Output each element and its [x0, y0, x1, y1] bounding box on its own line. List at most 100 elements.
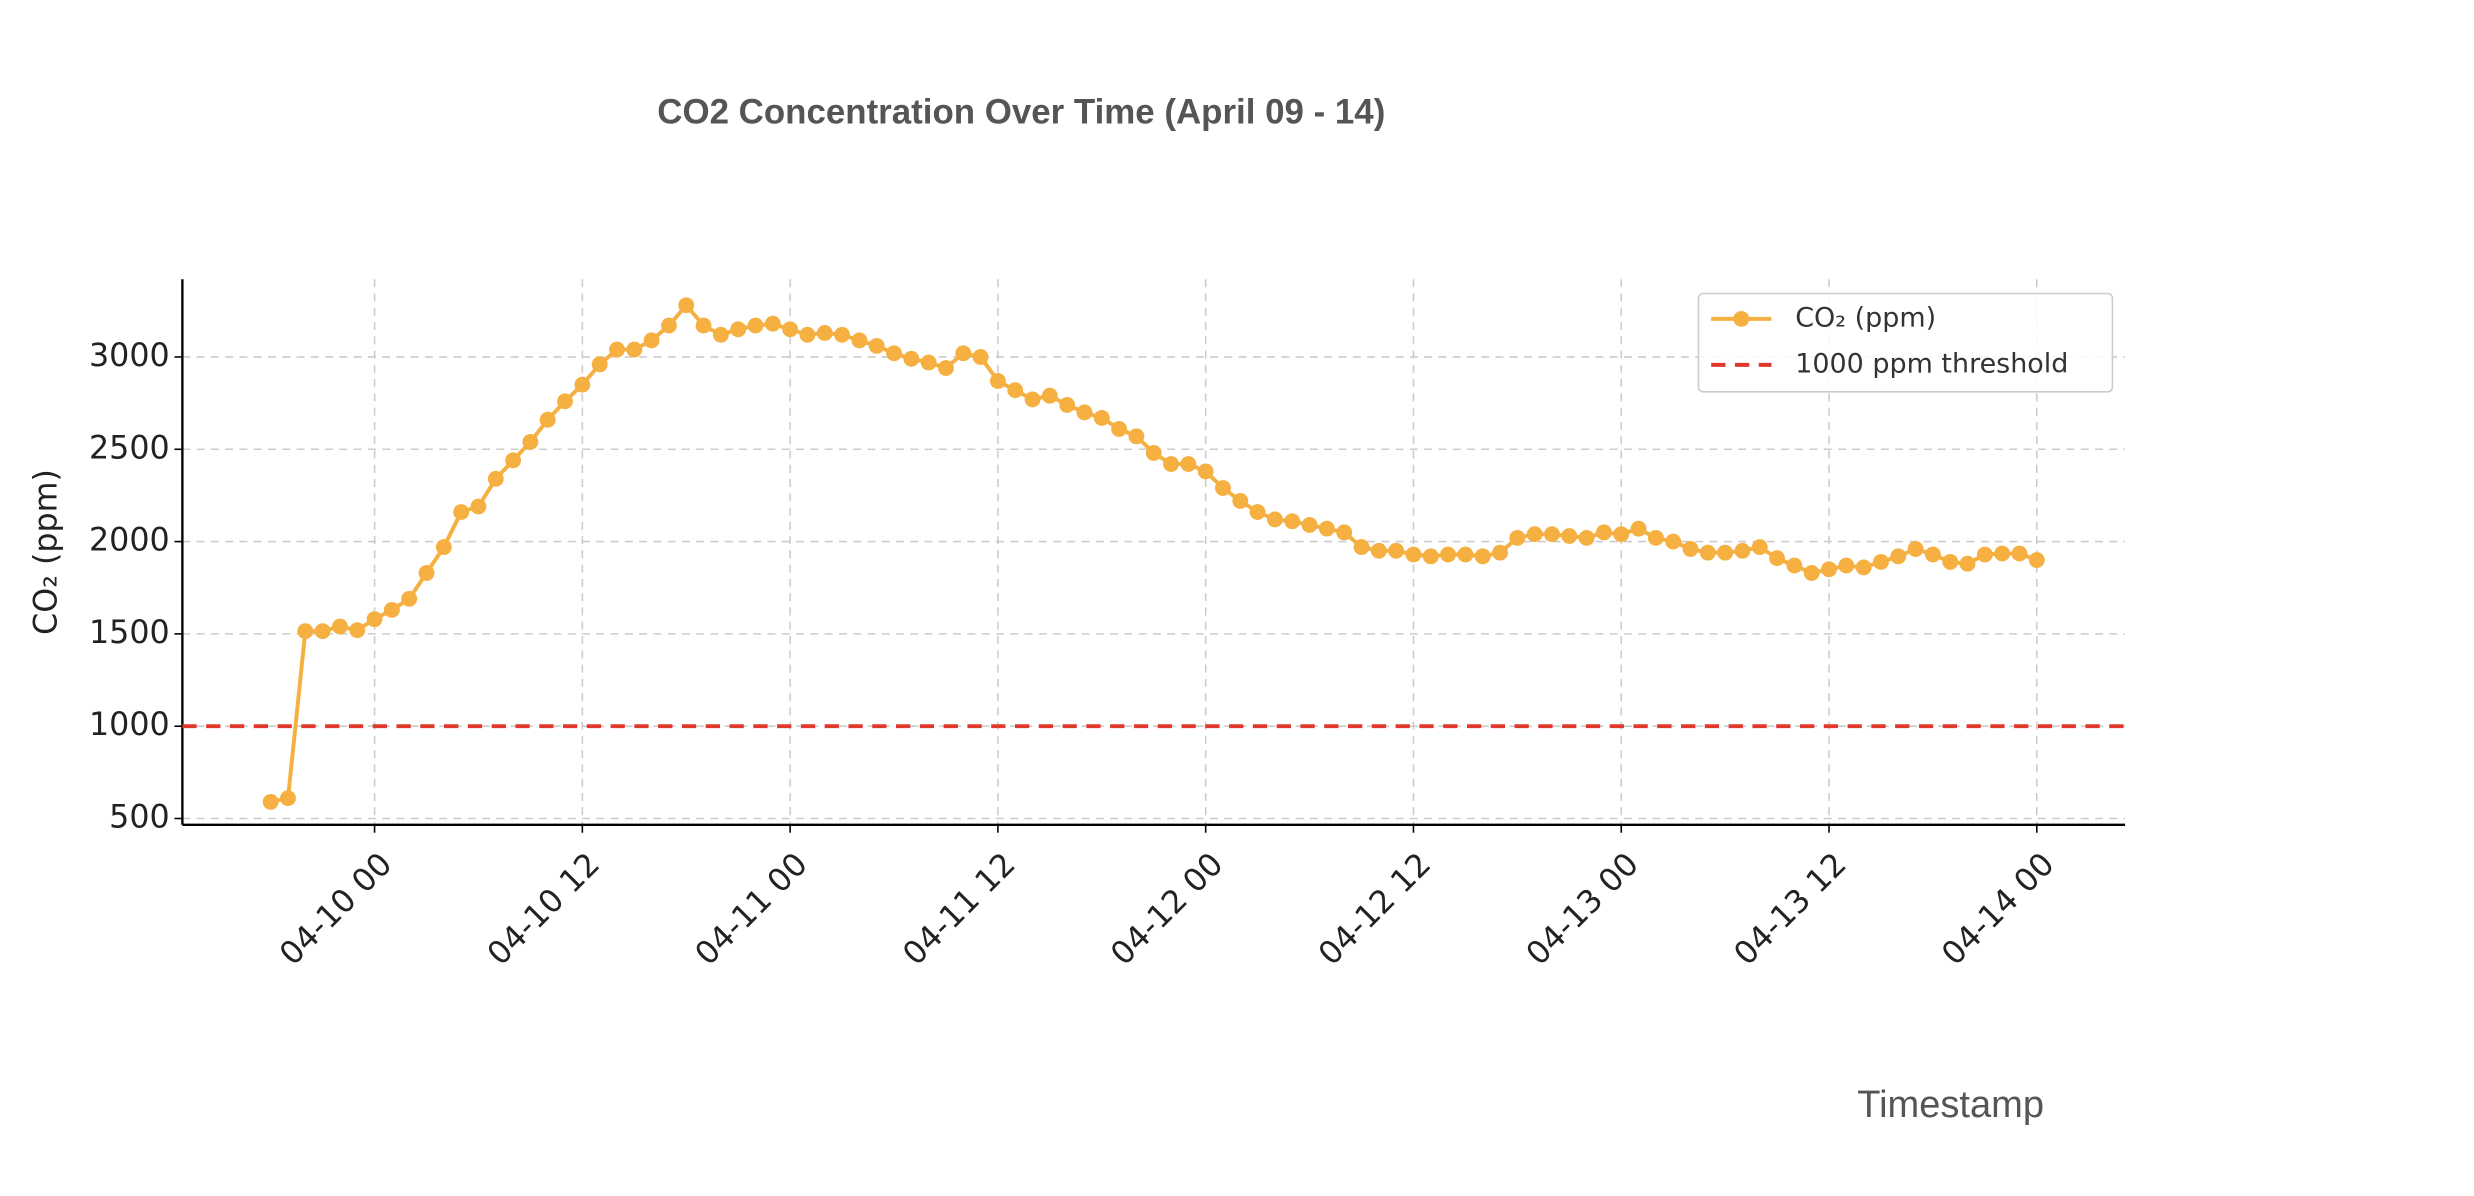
data-point — [1561, 528, 1578, 544]
data-point — [314, 623, 331, 640]
data-point — [1821, 561, 1837, 578]
data-point — [418, 565, 435, 581]
data-point — [1838, 557, 1855, 574]
data-point — [1024, 391, 1041, 408]
data-point — [470, 498, 487, 515]
x-tick-label: 04-10 00 — [273, 846, 399, 972]
data-point — [505, 452, 522, 469]
y-tick-label: 500 — [109, 800, 170, 836]
data-point — [955, 345, 972, 362]
data-point — [1457, 546, 1474, 563]
data-point — [609, 341, 625, 358]
data-point — [1128, 428, 1145, 445]
data-point — [401, 590, 418, 607]
data-point — [1595, 524, 1612, 541]
data-point — [1249, 504, 1266, 520]
data-point — [1405, 546, 1422, 563]
data-point — [1007, 382, 1024, 399]
data-point — [539, 411, 556, 428]
data-point — [1388, 542, 1405, 559]
data-point — [920, 354, 937, 371]
legend-marker — [1733, 310, 1750, 327]
data-point — [1232, 493, 1249, 509]
data-point — [366, 611, 383, 628]
chart-title: CO2 Concentration Over Time (April 09 - … — [657, 93, 1385, 132]
data-point — [782, 321, 799, 338]
data-point — [1041, 387, 1058, 404]
y-tick-label: 3000 — [89, 338, 170, 374]
data-point — [695, 317, 712, 334]
data-point — [1873, 553, 1889, 570]
data-point — [1751, 539, 1768, 556]
data-point — [332, 618, 348, 635]
y-tick-label: 1500 — [89, 615, 170, 651]
x-tick-label: 04-11 12 — [896, 846, 1022, 972]
data-point — [1924, 546, 1941, 563]
data-point — [1976, 546, 1993, 563]
data-point — [383, 601, 400, 618]
data-point — [1215, 480, 1231, 496]
data-point — [764, 315, 781, 332]
data-point — [1890, 548, 1907, 565]
data-point — [1284, 513, 1301, 530]
data-point — [591, 356, 608, 373]
data-point — [1267, 511, 1283, 528]
data-point — [1093, 409, 1110, 426]
data-point — [2028, 552, 2045, 568]
data-point — [989, 373, 1006, 389]
data-point — [903, 350, 920, 367]
data-point — [1180, 456, 1197, 472]
data-point — [730, 321, 747, 338]
data-point — [1526, 526, 1543, 543]
data-point — [712, 326, 729, 343]
data-point — [522, 433, 539, 450]
data-point — [1440, 546, 1457, 563]
data-point — [643, 332, 660, 349]
data-point — [2011, 545, 2028, 562]
legend-box — [1697, 292, 2114, 393]
data-point — [1769, 550, 1786, 567]
data-point — [868, 337, 885, 354]
data-point — [1630, 520, 1647, 537]
data-point — [1647, 529, 1664, 546]
data-point — [262, 793, 279, 810]
data-point — [1786, 557, 1803, 574]
data-point — [1197, 463, 1214, 480]
data-point — [435, 539, 452, 556]
data-point — [1699, 544, 1716, 561]
y-axis-label: CO₂ (ppm) — [29, 469, 65, 635]
x-tick-label: 04-13 12 — [1727, 846, 1853, 972]
x-tick-label: 04-14 00 — [1935, 846, 2061, 972]
data-point — [1474, 548, 1491, 565]
x-tick-label: 04-13 00 — [1520, 846, 1646, 972]
data-point — [799, 326, 816, 343]
data-point — [1613, 526, 1630, 543]
data-point — [1492, 544, 1508, 561]
data-point — [678, 297, 695, 314]
data-point — [1163, 456, 1179, 472]
data-point — [660, 317, 677, 334]
data-point — [1544, 526, 1560, 543]
data-point — [747, 317, 764, 334]
data-point — [626, 341, 643, 358]
data-point — [1994, 545, 2011, 562]
data-point — [453, 504, 470, 520]
data-point — [297, 623, 314, 640]
y-tick-label: 2000 — [89, 523, 170, 559]
legend-label: CO₂ (ppm) — [1795, 302, 1936, 333]
data-point — [487, 470, 504, 487]
data-point — [816, 325, 833, 341]
data-point — [1665, 533, 1682, 550]
data-point — [1111, 421, 1128, 437]
legend-label: 1000 ppm threshold — [1795, 348, 2068, 379]
data-point — [1855, 559, 1872, 576]
data-point — [1717, 544, 1734, 561]
data-point — [886, 345, 902, 362]
data-point — [1942, 553, 1959, 570]
data-point — [1318, 520, 1335, 537]
data-point — [574, 376, 591, 393]
data-point — [1578, 529, 1595, 546]
data-point — [349, 622, 366, 639]
data-point — [1353, 539, 1370, 556]
